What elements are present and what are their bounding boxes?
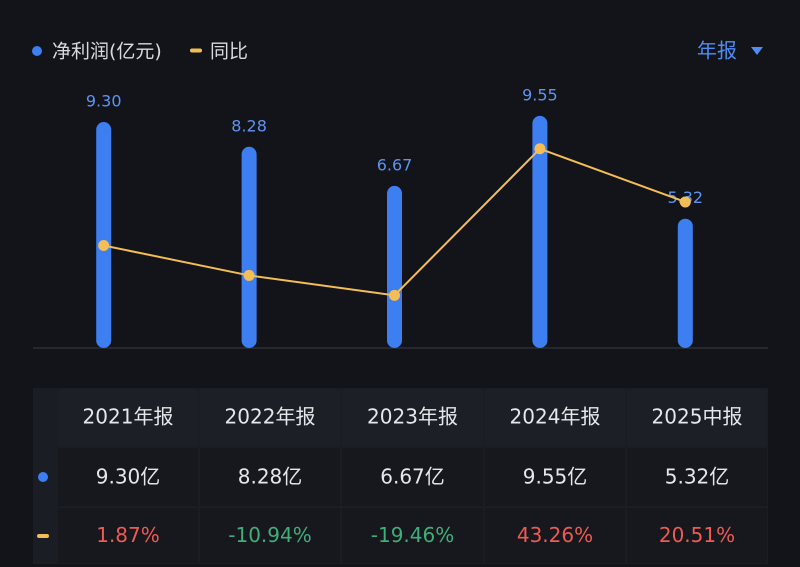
table-cell [200, 448, 340, 506]
table-value: -10.94% [228, 523, 311, 547]
table-cell [485, 448, 625, 506]
table-cell [200, 508, 340, 563]
legend-line [190, 48, 202, 53]
table-value: 1.87% [96, 523, 160, 547]
table-value: 6.67亿 [380, 465, 445, 489]
bar [532, 115, 548, 348]
legend-dot [32, 46, 42, 56]
table-header: 2024年报 [510, 405, 601, 429]
table-cell [485, 508, 625, 563]
table-header: 2025中报 [652, 405, 743, 429]
table-cell [58, 508, 198, 563]
table-value: 9.55亿 [523, 465, 588, 489]
table-cell [627, 508, 767, 563]
bar [96, 122, 112, 348]
table-cell [485, 389, 625, 446]
table-cell [200, 389, 340, 446]
table-cell [342, 389, 483, 446]
table-value: 9.30亿 [96, 465, 161, 489]
table-cell [58, 448, 198, 506]
table-header: 2023年报 [367, 405, 458, 429]
table-value: -19.46% [371, 523, 454, 547]
legend-label: 同比 [210, 41, 248, 63]
bar [241, 146, 257, 348]
legend-label: 净利润(亿元) [52, 41, 162, 63]
bar-value-label: 9.30 [86, 92, 122, 111]
growth-point [679, 196, 691, 208]
table-cell [342, 508, 483, 563]
bar-value-label: 8.28 [231, 116, 267, 135]
bar-value-label: 6.67 [377, 155, 413, 174]
table-cell [342, 448, 483, 506]
period-dropdown[interactable]: 年报 [697, 39, 763, 63]
growth-point [243, 269, 255, 281]
table-header: 2022年报 [225, 405, 316, 429]
bar-value-label: 9.55 [522, 85, 558, 104]
growth-point [389, 289, 400, 301]
row-icon [38, 472, 48, 482]
table-value: 5.32亿 [665, 465, 730, 489]
table-value: 8.28亿 [238, 465, 303, 489]
table-value: 43.26% [517, 523, 593, 547]
table-header: 2021年报 [83, 405, 174, 429]
growth-point [98, 239, 110, 251]
bar [677, 218, 693, 348]
growth-point [534, 143, 546, 155]
dropdown-arrow[interactable] [751, 47, 763, 55]
table-cell [58, 389, 198, 446]
row-icon [37, 534, 49, 538]
table-cell [627, 389, 767, 446]
table-value: 20.51% [659, 523, 735, 547]
bar [387, 185, 402, 348]
period-label[interactable]: 年报 [697, 39, 737, 63]
table-cell [627, 448, 767, 506]
